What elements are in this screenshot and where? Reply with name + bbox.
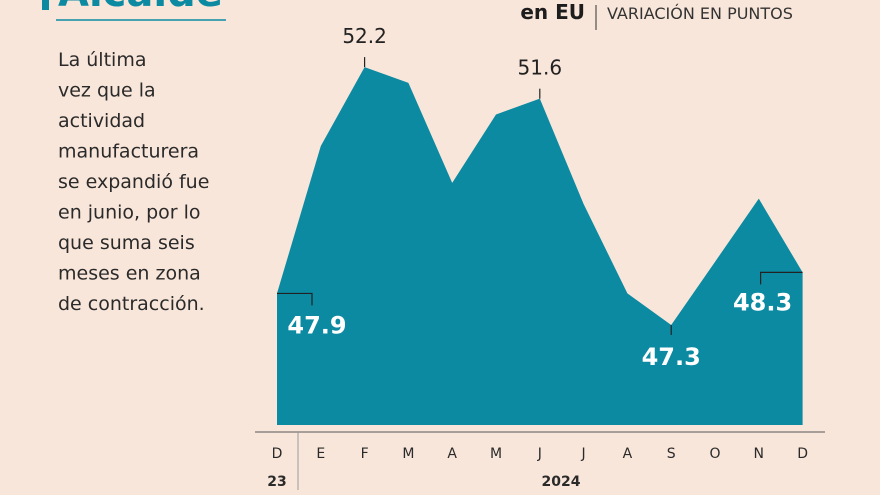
x-tick-label: A [447, 446, 457, 462]
leader-line [759, 271, 803, 285]
paragraph-line: manufacturera [58, 141, 199, 163]
subtitle: VARIACIÓN EN PUNTOS [607, 4, 793, 23]
x-tick-label: J [581, 446, 586, 462]
paragraph-line: actividad [58, 110, 145, 132]
x-tick-label: N [754, 446, 764, 462]
x-tick-label: S [667, 446, 676, 462]
title-marker [42, 0, 49, 10]
paragraph-line: se expandió fue [58, 171, 209, 193]
x-tick-label: D [272, 446, 283, 462]
x-tick-label: J [537, 446, 542, 462]
value-label: 47.9 [287, 311, 346, 339]
x-tick-label: M [402, 446, 414, 462]
year-label: 23 [267, 474, 286, 490]
paragraph-line: vez que la [58, 80, 156, 102]
title: Alcalde [58, 0, 223, 16]
value-label: 52.2 [342, 24, 387, 48]
value-label: 48.3 [733, 288, 792, 316]
paragraph-line: en junio, por lo [58, 202, 201, 224]
year-label: 2024 [542, 474, 581, 490]
x-tick-label: D [797, 446, 808, 462]
leader-line [277, 292, 313, 306]
paragraph-line: que suma seis [58, 232, 195, 254]
value-label: 47.3 [642, 343, 701, 371]
x-tick-label: E [316, 446, 325, 462]
paragraph-line: de contracción. [58, 293, 205, 315]
x-tick-label: O [709, 446, 720, 462]
x-tick-label: A [623, 446, 633, 462]
area [277, 67, 803, 426]
subtitle-bold: en EU [520, 0, 585, 24]
x-tick-label: M [490, 446, 502, 462]
value-label: 51.6 [518, 56, 563, 80]
paragraph-line: La última [58, 49, 146, 71]
x-tick-label: F [361, 446, 369, 462]
paragraph-line: meses en zona [58, 263, 201, 285]
